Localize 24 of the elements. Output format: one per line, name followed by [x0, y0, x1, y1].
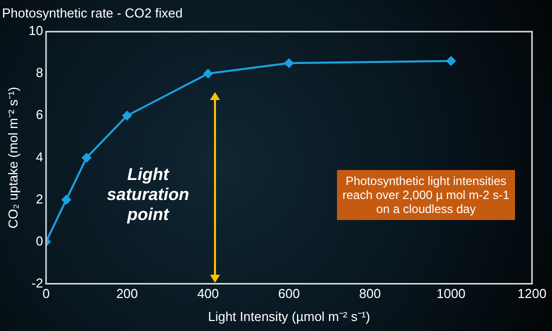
- x-tick-label: 1000: [436, 286, 466, 302]
- y-axis-title: CO₂ uptake (mol m⁻² s⁻¹): [5, 86, 20, 229]
- x-tick-label: 200: [116, 286, 138, 302]
- y-tick-label: 0: [36, 233, 44, 248]
- point: [61, 194, 72, 205]
- annotation: Photosynthetic light intensities reach over 2,000 µ mol m-2 s-1 on a cloudless day: [337, 170, 515, 220]
- y-tick-label: 6: [36, 107, 44, 122]
- point: [284, 58, 294, 68]
- x-tick-label: 600: [278, 286, 300, 302]
- y-tick-label: 2: [36, 191, 44, 206]
- x-tick-label: 1200: [518, 286, 546, 302]
- point: [203, 68, 214, 79]
- y-tick-label: 10: [28, 23, 44, 38]
- chart-title: Photosynthetic rate - CO2 fixed: [2, 5, 183, 20]
- y-tick-label: 4: [36, 149, 44, 164]
- x-tick-label: 800: [359, 286, 381, 302]
- point: [446, 56, 456, 66]
- y-tick-label: 8: [36, 65, 44, 80]
- x-tick-label: 400: [197, 286, 219, 302]
- y-tick-label: -2: [31, 275, 44, 290]
- annotation: Light saturation point: [106, 165, 190, 225]
- point: [122, 110, 132, 121]
- x-axis-title: Light Intensity (µmol m⁻² s⁻¹): [208, 308, 370, 324]
- point: [82, 152, 92, 163]
